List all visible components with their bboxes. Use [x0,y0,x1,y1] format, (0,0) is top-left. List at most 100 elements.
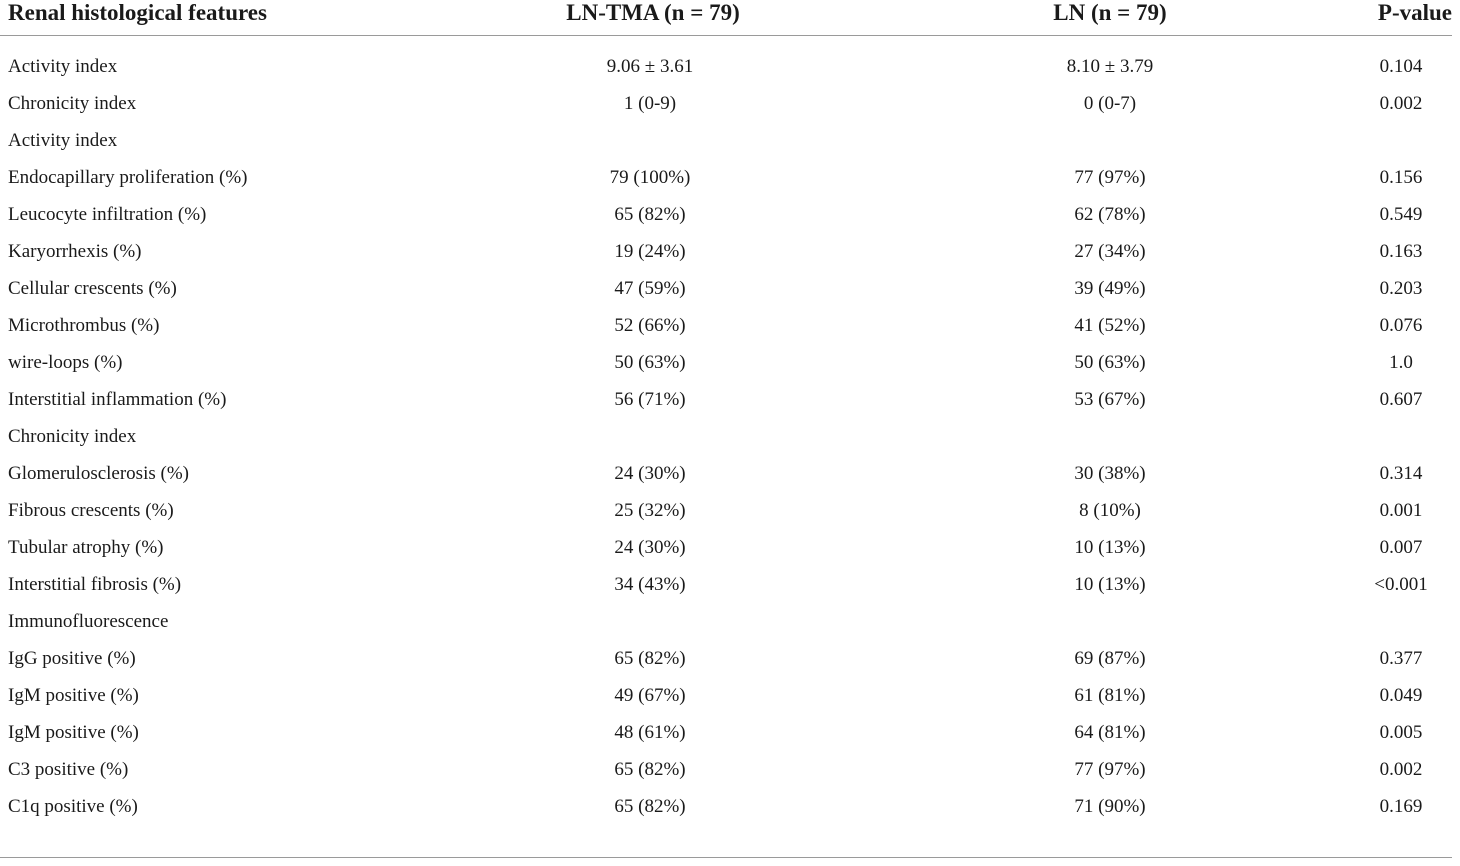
table-row: C1q positive (%) 65 (82%) 71 (90%) 0.169 [0,788,1452,825]
row-p-value-cell: 0.156 [1379,166,1423,188]
row-ln-cell: 30 (38%) [1074,462,1146,484]
row-feature-cell: Cellular crescents (%) [8,277,177,299]
row-p-value-cell: 0.169 [1379,795,1423,817]
row-feature-cell: Leucocyte infiltration (%) [8,203,207,225]
table-row: Activity index 9.06 ± 3.61 8.10 ± 3.79 0.10… [0,36,1452,86]
row-feature-cell: C1q positive (%) [8,795,138,817]
row-ln-tma-cell: 65 (82%) [614,203,686,225]
row-p-value-cell: 0.002 [1379,92,1423,114]
row-ln-cell: 64 (81%) [1074,721,1146,743]
row-feature-cell: Chronicity index [8,425,137,447]
table-row: IgG positive (%) 65 (82%) 69 (87%) 0.377 [0,640,1452,677]
row-ln-tma-cell: 25 (32%) [614,499,686,521]
row-p-value-cell: 0.002 [1379,758,1423,780]
row-feature-cell: Fibrous crescents (%) [8,499,174,521]
row-ln-cell: 10 (13%) [1074,536,1146,558]
row-ln-cell: 41 (52%) [1074,314,1146,336]
row-ln-cell: 0 (0-7) [1083,92,1137,114]
row-ln-cell [860,418,1260,455]
row-ln-cell [860,122,1260,159]
row-ln-tma-cell [440,122,860,159]
row-feature-cell: C3 positive (%) [8,758,129,780]
bottom-rule [0,857,1452,858]
row-ln-cell: 71 (90%) [1074,795,1146,817]
row-feature-cell: Microthrombus (%) [8,314,160,336]
row-ln-tma-cell: 52 (66%) [614,314,686,336]
row-p-value-cell: <0.001 [1374,573,1428,595]
row-ln-tma-cell: 47 (59%) [614,277,686,299]
row-ln-tma-cell: 48 (61%) [614,721,686,743]
table-row: Chronicity index 1 (0-9) 0 (0-7) 0.002 [0,85,1452,122]
row-ln-cell: 27 (34%) [1074,240,1146,262]
row-ln-cell: 77 (97%) [1074,758,1146,780]
row-ln-tma-cell: 1 (0-9) [623,92,677,114]
row-feature-cell: Interstitial inflammation (%) [8,388,227,410]
row-feature-cell: IgM positive (%) [8,721,139,743]
row-ln-tma-cell [440,603,860,640]
table-row: Glomerulosclerosis (%) 24 (30%) 30 (38%) 0.… [0,455,1452,492]
row-feature-cell: IgM positive (%) [8,684,139,706]
table-row: C3 positive (%) 65 (82%) 77 (97%) 0.002 [0,751,1452,788]
table-row: Fibrous crescents (%) 25 (32%) 8 (10%) 0.00… [0,492,1452,529]
table-row: Karyorrhexis (%) 19 (24%) 27 (34%) 0.163 [0,233,1452,270]
row-ln-tma-cell: 24 (30%) [614,462,686,484]
table-row: Endocapillary proliferation (%) 79 (100%)… [0,159,1452,196]
row-feature-cell: Tubular atrophy (%) [8,536,164,558]
table-row: IgM positive (%) 49 (67%) 61 (81%) 0.049 [0,677,1452,714]
row-feature-cell: Endocapillary proliferation (%) [8,166,248,188]
row-ln-cell: 10 (13%) [1074,573,1146,595]
table-row: Leucocyte infiltration (%) 65 (82%) 62 (78… [0,196,1452,233]
row-ln-tma-cell: 65 (82%) [614,795,686,817]
row-p-value-cell: 0.377 [1379,647,1423,669]
row-ln-cell: 61 (81%) [1074,684,1146,706]
row-p-value-cell: 0.007 [1379,536,1423,558]
row-p-value-cell: 0.314 [1379,462,1423,484]
row-ln-tma-cell: 56 (71%) [614,388,686,410]
table-row: Interstitial fibrosis (%) 34 (43%) 10 (13%… [0,566,1452,603]
table-row: Interstitial inflammation (%) 56 (71%) 53 … [0,381,1452,418]
table-row: wire-loops (%) 50 (63%) 50 (63%) 1.0 [0,344,1452,381]
row-ln-cell: 62 (78%) [1074,203,1146,225]
row-p-value-cell: 0.104 [1379,55,1423,77]
row-ln-cell: 8.10 ± 3.79 [1066,55,1154,77]
row-ln-tma-cell: 65 (82%) [614,758,686,780]
row-ln-tma-cell: 65 (82%) [614,647,686,669]
row-ln-tma-cell: 79 (100%) [609,166,691,188]
row-ln-cell [860,603,1260,640]
row-ln-tma-cell: 49 (67%) [614,684,686,706]
row-p-value-cell: 0.549 [1379,203,1423,225]
row-ln-tma-cell: 24 (30%) [614,536,686,558]
row-p-value-cell: 0.607 [1379,388,1423,410]
row-p-value-cell: 0.203 [1379,277,1423,299]
table-row: Chronicity index [0,418,1452,455]
row-feature-cell: wire-loops (%) [8,351,123,373]
table-row: IgM positive (%) 48 (61%) 64 (81%) 0.005 [0,714,1452,751]
row-ln-cell: 50 (63%) [1074,351,1146,373]
row-ln-cell: 69 (87%) [1074,647,1146,669]
row-feature-cell: Chronicity index [8,92,137,114]
row-ln-tma-cell: 50 (63%) [614,351,686,373]
row-ln-cell: 8 (10%) [1079,499,1141,521]
row-p-value-cell: 0.076 [1379,314,1423,336]
row-ln-cell: 39 (49%) [1074,277,1146,299]
table-row: Cellular crescents (%) 47 (59%) 39 (49%) 0.… [0,270,1452,307]
header-p-value: P-value [1260,0,1452,36]
table-body: Activity index 9.06 ± 3.61 8.10 ± 3.79 0.10… [0,36,1452,826]
row-p-value-cell [1260,122,1452,159]
table-row: Activity index [0,122,1452,159]
table-row: Tubular atrophy (%) 24 (30%) 10 (13%) 0.007 [0,529,1452,566]
row-p-value-cell: 1.0 [1389,351,1413,373]
row-p-value-cell [1260,418,1452,455]
table-row: Microthrombus (%) 52 (66%) 41 (52%) 0.076 [0,307,1452,344]
row-p-value-cell: 0.049 [1379,684,1423,706]
row-p-value-cell: 0.163 [1379,240,1423,262]
header-ln: LN (n = 79) [860,0,1260,36]
row-feature-cell: Glomerulosclerosis (%) [8,462,189,484]
row-ln-tma-cell: 34 (43%) [614,573,686,595]
row-ln-cell: 53 (67%) [1074,388,1146,410]
header-row: Renal histological features LN-TMA (n = … [0,0,1452,36]
header-ln-tma: LN-TMA (n = 79) [440,0,860,36]
row-p-value-cell: 0.005 [1379,721,1423,743]
header-feature: Renal histological features [0,0,440,36]
row-p-value-cell: 0.001 [1379,499,1423,521]
